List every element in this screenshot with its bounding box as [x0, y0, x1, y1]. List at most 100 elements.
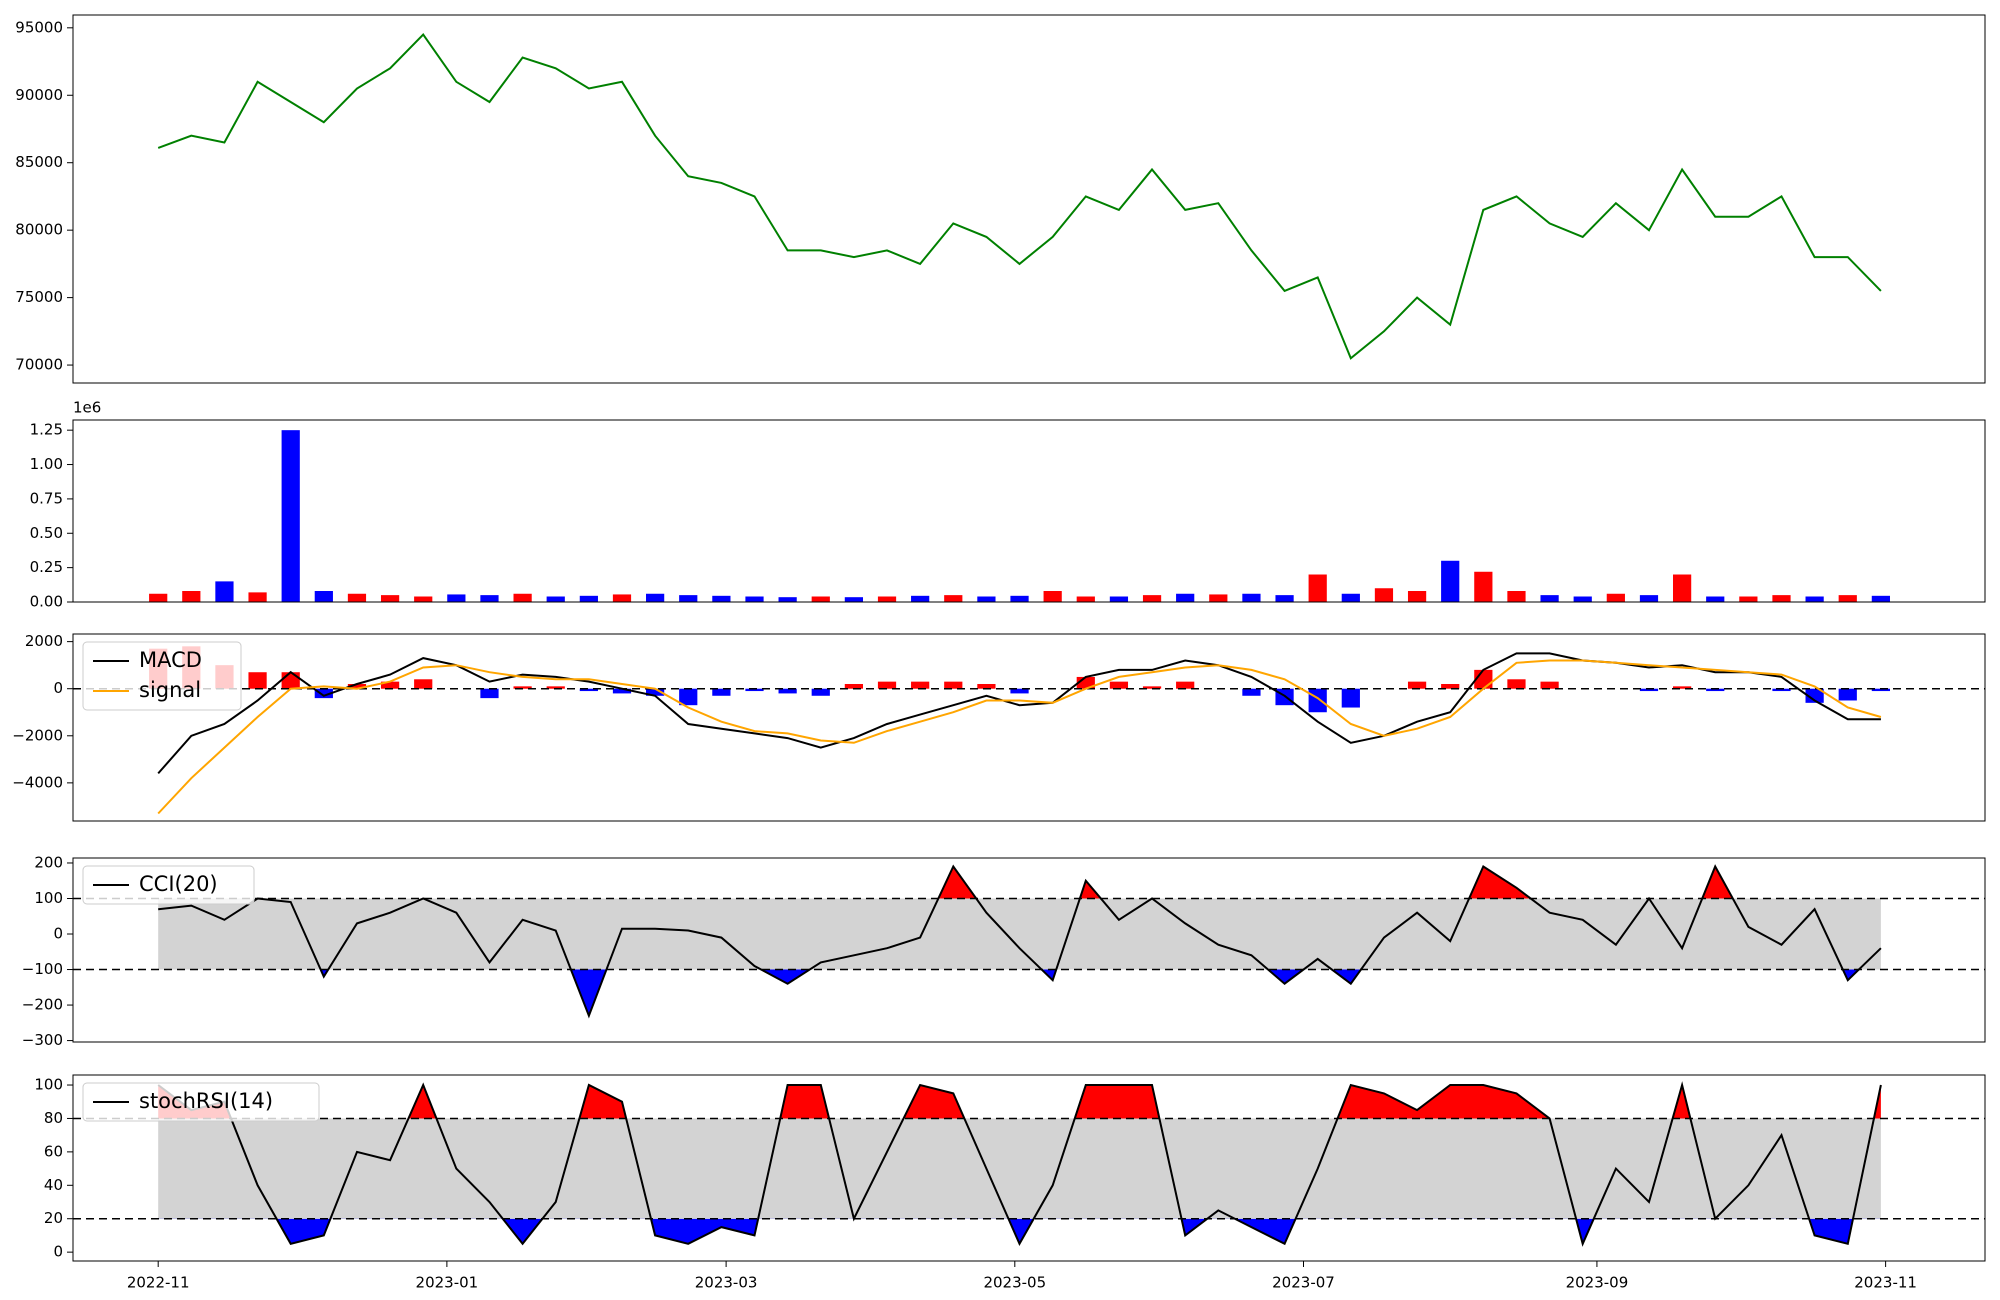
axes-frame: [72, 857, 1986, 1043]
bar: [1639, 688, 1659, 692]
bar: [480, 595, 499, 602]
y-tick-label: −4000: [12, 773, 63, 791]
bar: [1672, 574, 1692, 602]
indicator-line: [158, 864, 1882, 1019]
bar: [1308, 688, 1327, 713]
bar: [1606, 593, 1625, 602]
bar: [1507, 679, 1526, 689]
bar: [347, 593, 367, 602]
legend-label: MACD: [139, 648, 202, 672]
x-tick-label: 2023-07: [1272, 1274, 1335, 1292]
bar: [646, 688, 665, 696]
bar: [149, 593, 168, 602]
x-tick-label: 2023-05: [983, 1274, 1046, 1292]
legend-label: stochRSI(14): [139, 1089, 273, 1113]
bar: [546, 686, 565, 689]
bar: [1871, 688, 1890, 692]
bar: [1176, 681, 1195, 689]
bar: [1010, 595, 1029, 602]
y-tick-label: −2000: [12, 726, 63, 744]
bar: [911, 595, 930, 602]
bar: [513, 593, 532, 602]
bar: [679, 595, 698, 602]
legend-box: [82, 1082, 320, 1122]
bar: [380, 595, 400, 602]
bar: [1441, 560, 1460, 602]
bar: [1706, 596, 1725, 602]
bar: [281, 430, 300, 602]
bar: [347, 683, 367, 689]
y-tick-label: 2000: [25, 632, 63, 650]
bar: [215, 581, 234, 602]
y-tick-label: 0.50: [30, 524, 63, 542]
plot-area: [73, 1081, 1985, 1247]
indicator-line: [157, 1081, 1882, 1247]
bar: [844, 597, 864, 602]
plot-area: [73, 646, 1985, 815]
bar: [811, 596, 830, 602]
y-tick-label: 200: [34, 853, 63, 871]
x-tick-label: 2023-03: [695, 1274, 758, 1292]
bar: [1176, 593, 1195, 602]
bar: [182, 591, 201, 602]
y-tick-label: 75000: [15, 288, 63, 306]
axes-frame: [72, 1074, 1986, 1262]
offset-label: 1e6: [73, 399, 101, 417]
bar: [1441, 683, 1460, 689]
bar: [1805, 688, 1824, 703]
above-fill: [158, 1085, 1881, 1119]
bar: [414, 679, 433, 689]
y-tick-label: 80000: [15, 221, 63, 239]
bar: [1772, 595, 1791, 602]
price-line: [157, 33, 1882, 360]
y-tick-label: 90000: [15, 86, 63, 104]
y-tick-label: 70000: [15, 356, 63, 374]
bar: [612, 594, 632, 602]
bar: [911, 681, 930, 689]
bar: [314, 591, 333, 602]
bar: [248, 672, 267, 689]
y-tick-label: 85000: [15, 153, 63, 171]
bar: [1871, 595, 1890, 602]
legend: MACD signal: [82, 641, 242, 711]
y-tick-label: 100: [34, 1076, 63, 1094]
bar: [1142, 686, 1162, 689]
y-tick-label: 1.00: [30, 455, 63, 473]
bar: [414, 596, 433, 602]
bar: [778, 597, 797, 602]
bar: [877, 596, 897, 602]
bar: [248, 592, 267, 602]
bar: [1010, 688, 1029, 694]
bar: [513, 686, 532, 689]
y-tick-label: 0: [53, 925, 63, 943]
axes-frame: [72, 633, 1986, 822]
legend: CCI(20): [82, 865, 255, 905]
bar: [281, 672, 300, 689]
y-tick-label: 95000: [15, 18, 63, 36]
bar: [1540, 681, 1559, 689]
bar: [745, 596, 764, 602]
bar: [314, 688, 333, 699]
y-tick-label: −100: [22, 960, 63, 978]
bar: [1209, 594, 1228, 602]
band: [158, 1118, 1881, 1219]
bar: [1672, 686, 1692, 689]
plot-area: [149, 430, 1890, 602]
y-tick-label: −200: [22, 996, 63, 1014]
y-tick-label: 0.75: [30, 489, 63, 507]
y-tick-label: 20: [44, 1209, 63, 1227]
y-tick-label: 80: [44, 1109, 63, 1127]
bar: [1142, 595, 1162, 602]
bar: [944, 681, 963, 689]
indicator-line: [157, 652, 1881, 775]
bar: [579, 595, 598, 602]
bar: [380, 681, 400, 689]
bar: [1706, 688, 1725, 692]
bar: [1308, 574, 1327, 602]
legend-box: [82, 865, 255, 905]
bar: [579, 688, 598, 692]
bar: [745, 688, 764, 692]
indicator-line: [157, 659, 1882, 815]
